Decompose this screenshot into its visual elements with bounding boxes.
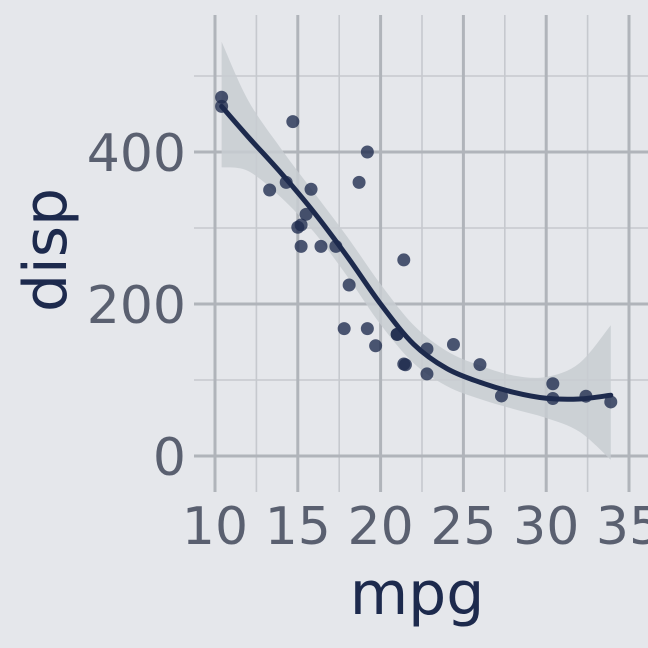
x-axis-title: mpg bbox=[350, 559, 485, 629]
x-tick-label: 30 bbox=[513, 497, 579, 557]
y-tick-labels: 0 200 400 bbox=[87, 124, 186, 488]
x-tick-label: 35 bbox=[596, 497, 648, 557]
smooth-trend-line bbox=[219, 103, 614, 402]
data-point bbox=[546, 377, 560, 391]
data-point bbox=[314, 239, 328, 253]
x-tick-label: 20 bbox=[348, 497, 414, 557]
y-tick-label: 200 bbox=[87, 276, 186, 336]
data-point bbox=[420, 367, 434, 381]
y-tick-label: 400 bbox=[87, 124, 186, 184]
data-point bbox=[494, 389, 508, 403]
data-point bbox=[342, 278, 356, 292]
data-point bbox=[286, 115, 300, 129]
data-point bbox=[263, 183, 277, 197]
data-point bbox=[291, 220, 305, 234]
x-tick-labels: 10 15 20 25 30 35 bbox=[182, 497, 648, 557]
data-point bbox=[294, 239, 308, 253]
data-point bbox=[473, 358, 487, 372]
data-point bbox=[304, 182, 318, 196]
data-point bbox=[352, 175, 366, 189]
y-axis-title: disp bbox=[11, 188, 81, 312]
data-point bbox=[360, 145, 374, 159]
data-point bbox=[299, 207, 313, 221]
x-tick-label: 15 bbox=[265, 497, 331, 557]
confidence-band bbox=[221, 41, 611, 460]
x-tick-label: 10 bbox=[182, 497, 248, 557]
data-point bbox=[397, 253, 411, 267]
data-point bbox=[446, 338, 460, 352]
data-point bbox=[360, 322, 374, 336]
data-point bbox=[369, 339, 383, 353]
x-tick-label: 25 bbox=[430, 497, 496, 557]
data-point bbox=[337, 322, 351, 336]
major-gridlines bbox=[194, 15, 648, 492]
data-point bbox=[215, 90, 229, 104]
y-tick-label: 0 bbox=[153, 428, 186, 488]
data-point bbox=[397, 357, 411, 371]
data-point bbox=[604, 395, 618, 409]
